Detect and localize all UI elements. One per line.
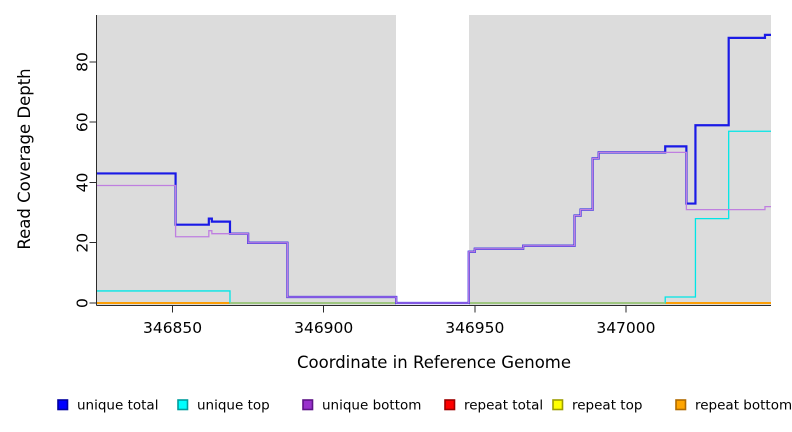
legend-swatch-repeat-total: [444, 399, 456, 411]
legend: unique total unique top unique bottom repea…: [57, 398, 792, 414]
legend-label: repeat top: [572, 398, 642, 414]
legend-label: unique top: [197, 398, 270, 414]
legend-swatch-unique-top: [177, 399, 189, 411]
legend-label: repeat bottom: [695, 398, 792, 414]
y-tick-label: 0: [73, 298, 91, 308]
x-tick-label: 346950: [445, 319, 504, 337]
y-tick-label: 80: [73, 52, 91, 72]
legend-swatch-repeat-top: [552, 399, 564, 411]
x-tick-label: 346850: [143, 319, 202, 337]
legend-label: unique bottom: [322, 398, 421, 414]
y-tick-label: 40: [73, 173, 91, 193]
legend-swatch-unique-total: [57, 399, 69, 411]
no-coverage-gap: [396, 15, 469, 305]
y-tick-label: 20: [73, 233, 91, 253]
x-tick-label: 347000: [596, 319, 655, 337]
x-tick-label: 346900: [294, 319, 353, 337]
y-tick-label: 60: [73, 112, 91, 132]
legend-label: unique total: [77, 398, 158, 414]
series-unique-top: [97, 130, 771, 304]
legend-label: repeat total: [464, 398, 543, 414]
axis-lines: [96, 15, 771, 306]
y-axis-title: Read Coverage Depth: [15, 68, 34, 249]
legend-swatch-unique-bottom: [302, 399, 314, 411]
x-axis-title: Coordinate in Reference Genome: [297, 353, 571, 372]
series-unique-bottom: [97, 151, 771, 304]
legend-swatch-repeat-bottom: [675, 399, 687, 411]
